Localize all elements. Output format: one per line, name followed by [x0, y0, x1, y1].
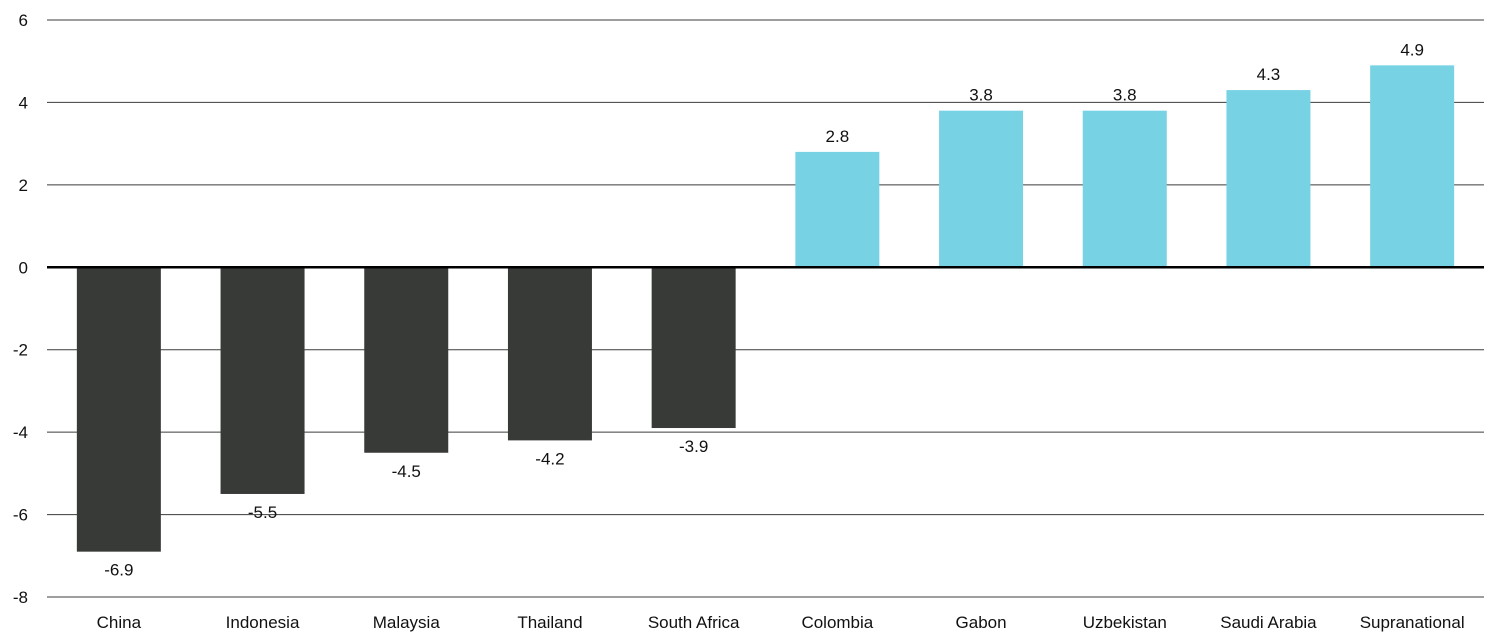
- y-tick-label: 2: [19, 176, 28, 195]
- y-tick-label: -6: [13, 506, 28, 525]
- y-tick-label: 4: [19, 93, 28, 112]
- data-label: -3.9: [679, 437, 708, 456]
- bar: [76, 267, 161, 552]
- bars: [76, 65, 1455, 552]
- data-label: -4.2: [535, 449, 564, 468]
- data-label: -5.5: [248, 503, 277, 522]
- category-label: Colombia: [801, 613, 873, 632]
- bar: [651, 267, 736, 429]
- data-label: 3.8: [1113, 86, 1137, 105]
- category-label: Saudi Arabia: [1220, 613, 1317, 632]
- x-axis-category-labels: China Indonesia Malaysia Thailand South Afri…: [97, 613, 1465, 632]
- category-label: China: [97, 613, 142, 632]
- category-label: Supranational: [1360, 613, 1465, 632]
- bar: [1082, 110, 1167, 268]
- bar: [507, 267, 592, 441]
- y-tick-label: -2: [13, 341, 28, 360]
- data-label: -6.9: [104, 561, 133, 580]
- data-label: 3.8: [969, 86, 993, 105]
- data-label: 4.9: [1400, 40, 1424, 59]
- data-label: 2.8: [826, 127, 850, 146]
- y-tick-label: 0: [19, 258, 28, 277]
- data-labels: -6.9 -5.5 -4.5 -4.2 -3.9 2.8 3.8 3.8 4.3 4.9: [104, 40, 1424, 579]
- category-label: Thailand: [517, 613, 582, 632]
- category-label: Malaysia: [373, 613, 441, 632]
- category-label: Gabon: [956, 613, 1007, 632]
- data-label: 4.3: [1257, 65, 1281, 84]
- data-label: -4.5: [392, 462, 421, 481]
- category-label: Indonesia: [226, 613, 300, 632]
- bar: [364, 267, 449, 453]
- bar: [939, 110, 1024, 268]
- y-tick-label: -4: [13, 423, 28, 442]
- bar: [220, 267, 305, 494]
- category-label: South Africa: [648, 613, 740, 632]
- y-tick-label: 6: [19, 11, 28, 30]
- bar: [1226, 90, 1311, 268]
- bar: [795, 151, 880, 268]
- y-tick-label: -8: [13, 588, 28, 607]
- y-axis-tick-labels: 6 4 2 0 -2 -4 -6 -8: [13, 11, 28, 607]
- category-label: Uzbekistan: [1083, 613, 1167, 632]
- bar: [1370, 65, 1455, 268]
